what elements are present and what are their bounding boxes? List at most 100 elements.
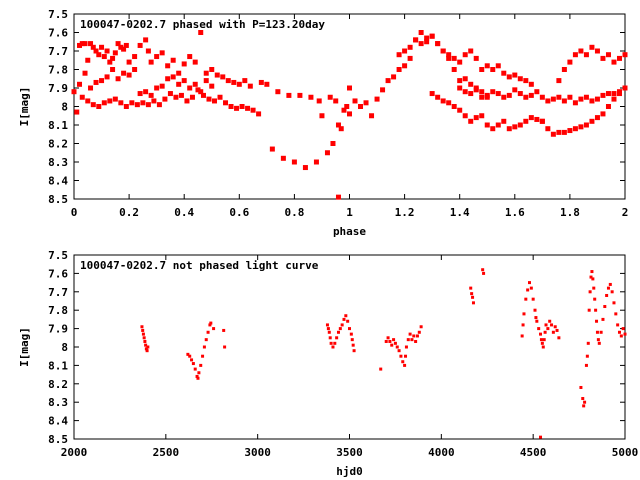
- data-point: [118, 100, 124, 106]
- x-axis-label: phase: [333, 225, 366, 238]
- data-point: [140, 325, 144, 329]
- data-point: [325, 323, 329, 327]
- data-point: [391, 74, 397, 80]
- x-tick-label: 1.6: [505, 206, 525, 219]
- data-point: [85, 57, 91, 63]
- data-points: [140, 268, 627, 439]
- data-point: [528, 81, 534, 87]
- data-point: [561, 67, 567, 72]
- data-point: [582, 404, 586, 408]
- data-point: [330, 141, 336, 146]
- data-point: [107, 59, 113, 65]
- data-point: [534, 316, 538, 320]
- data-point: [451, 67, 457, 72]
- data-point: [623, 332, 627, 336]
- data-point: [198, 89, 204, 95]
- data-point: [195, 374, 199, 378]
- data-point: [596, 338, 600, 342]
- data-point: [479, 113, 485, 119]
- data-points: [71, 30, 628, 200]
- data-point: [600, 55, 606, 61]
- data-point: [351, 343, 355, 347]
- data-point: [193, 367, 197, 371]
- data-point: [223, 345, 227, 349]
- data-point: [203, 78, 209, 84]
- data-point: [201, 354, 205, 358]
- data-point: [531, 297, 535, 301]
- x-tick-label: 3500: [336, 446, 363, 459]
- data-point: [501, 94, 507, 100]
- data-point: [484, 63, 490, 69]
- data-point: [143, 339, 147, 343]
- x-tick-label: 1.4: [450, 206, 470, 219]
- data-point: [154, 85, 160, 91]
- data-point: [93, 79, 99, 85]
- data-point: [539, 118, 545, 124]
- data-point: [457, 85, 463, 91]
- data-point: [490, 67, 496, 72]
- data-point: [595, 330, 599, 334]
- data-point: [590, 270, 594, 274]
- data-point: [401, 360, 405, 364]
- data-point: [286, 92, 292, 98]
- data-point: [410, 338, 414, 342]
- data-point: [413, 37, 419, 43]
- data-point: [335, 122, 341, 128]
- data-point: [148, 92, 154, 98]
- x-tick-label: 1: [346, 206, 353, 219]
- data-point: [542, 338, 546, 342]
- data-point: [523, 78, 529, 84]
- data-point: [553, 325, 557, 329]
- data-point: [435, 94, 441, 100]
- data-point: [395, 345, 399, 349]
- y-tick-label: 8.4: [48, 415, 68, 428]
- data-point: [610, 290, 614, 294]
- y-tick-label: 8.1: [48, 119, 68, 132]
- data-point: [335, 194, 341, 200]
- data-point: [462, 76, 468, 82]
- data-point: [369, 113, 375, 119]
- unphased-light-curve-panel: 2000 2500 3000 3500 4000 4500 5000 7.5 7.6 7.7 7.8…: [18, 249, 638, 478]
- x-tick-label: 0.8: [284, 206, 304, 219]
- y-tick-label: 7.6: [48, 27, 68, 40]
- data-point: [594, 96, 600, 102]
- data-point: [429, 91, 435, 97]
- data-point: [392, 338, 396, 342]
- x-tick-label: 4500: [520, 446, 547, 459]
- data-point: [446, 55, 452, 61]
- data-point: [457, 107, 463, 113]
- data-point: [121, 46, 127, 52]
- data-point: [112, 96, 118, 102]
- data-point: [209, 83, 215, 89]
- data-point: [403, 363, 407, 367]
- data-point: [110, 67, 116, 72]
- y-tick-label: 7.8: [48, 304, 68, 317]
- data-point: [143, 89, 149, 95]
- data-point: [605, 293, 609, 297]
- data-point: [468, 48, 474, 54]
- data-point: [594, 308, 598, 312]
- data-point: [88, 41, 94, 47]
- data-point: [151, 98, 157, 104]
- y-tick-label: 8.5: [48, 433, 68, 446]
- data-point: [344, 104, 350, 109]
- data-point: [585, 354, 589, 358]
- data-point: [608, 282, 612, 286]
- data-point: [506, 74, 512, 80]
- data-point: [589, 44, 595, 50]
- data-point: [101, 100, 107, 106]
- data-point: [402, 63, 408, 69]
- data-point: [594, 48, 600, 54]
- data-point: [406, 338, 410, 342]
- data-point: [404, 354, 408, 358]
- data-point: [217, 94, 223, 100]
- data-point: [616, 55, 622, 61]
- data-point: [336, 330, 340, 334]
- y-tick-label: 8.1: [48, 359, 68, 372]
- data-point: [335, 336, 339, 340]
- data-point: [462, 89, 468, 95]
- data-point: [451, 104, 457, 109]
- data-point: [621, 327, 625, 331]
- data-point: [446, 100, 452, 106]
- data-point: [539, 435, 543, 439]
